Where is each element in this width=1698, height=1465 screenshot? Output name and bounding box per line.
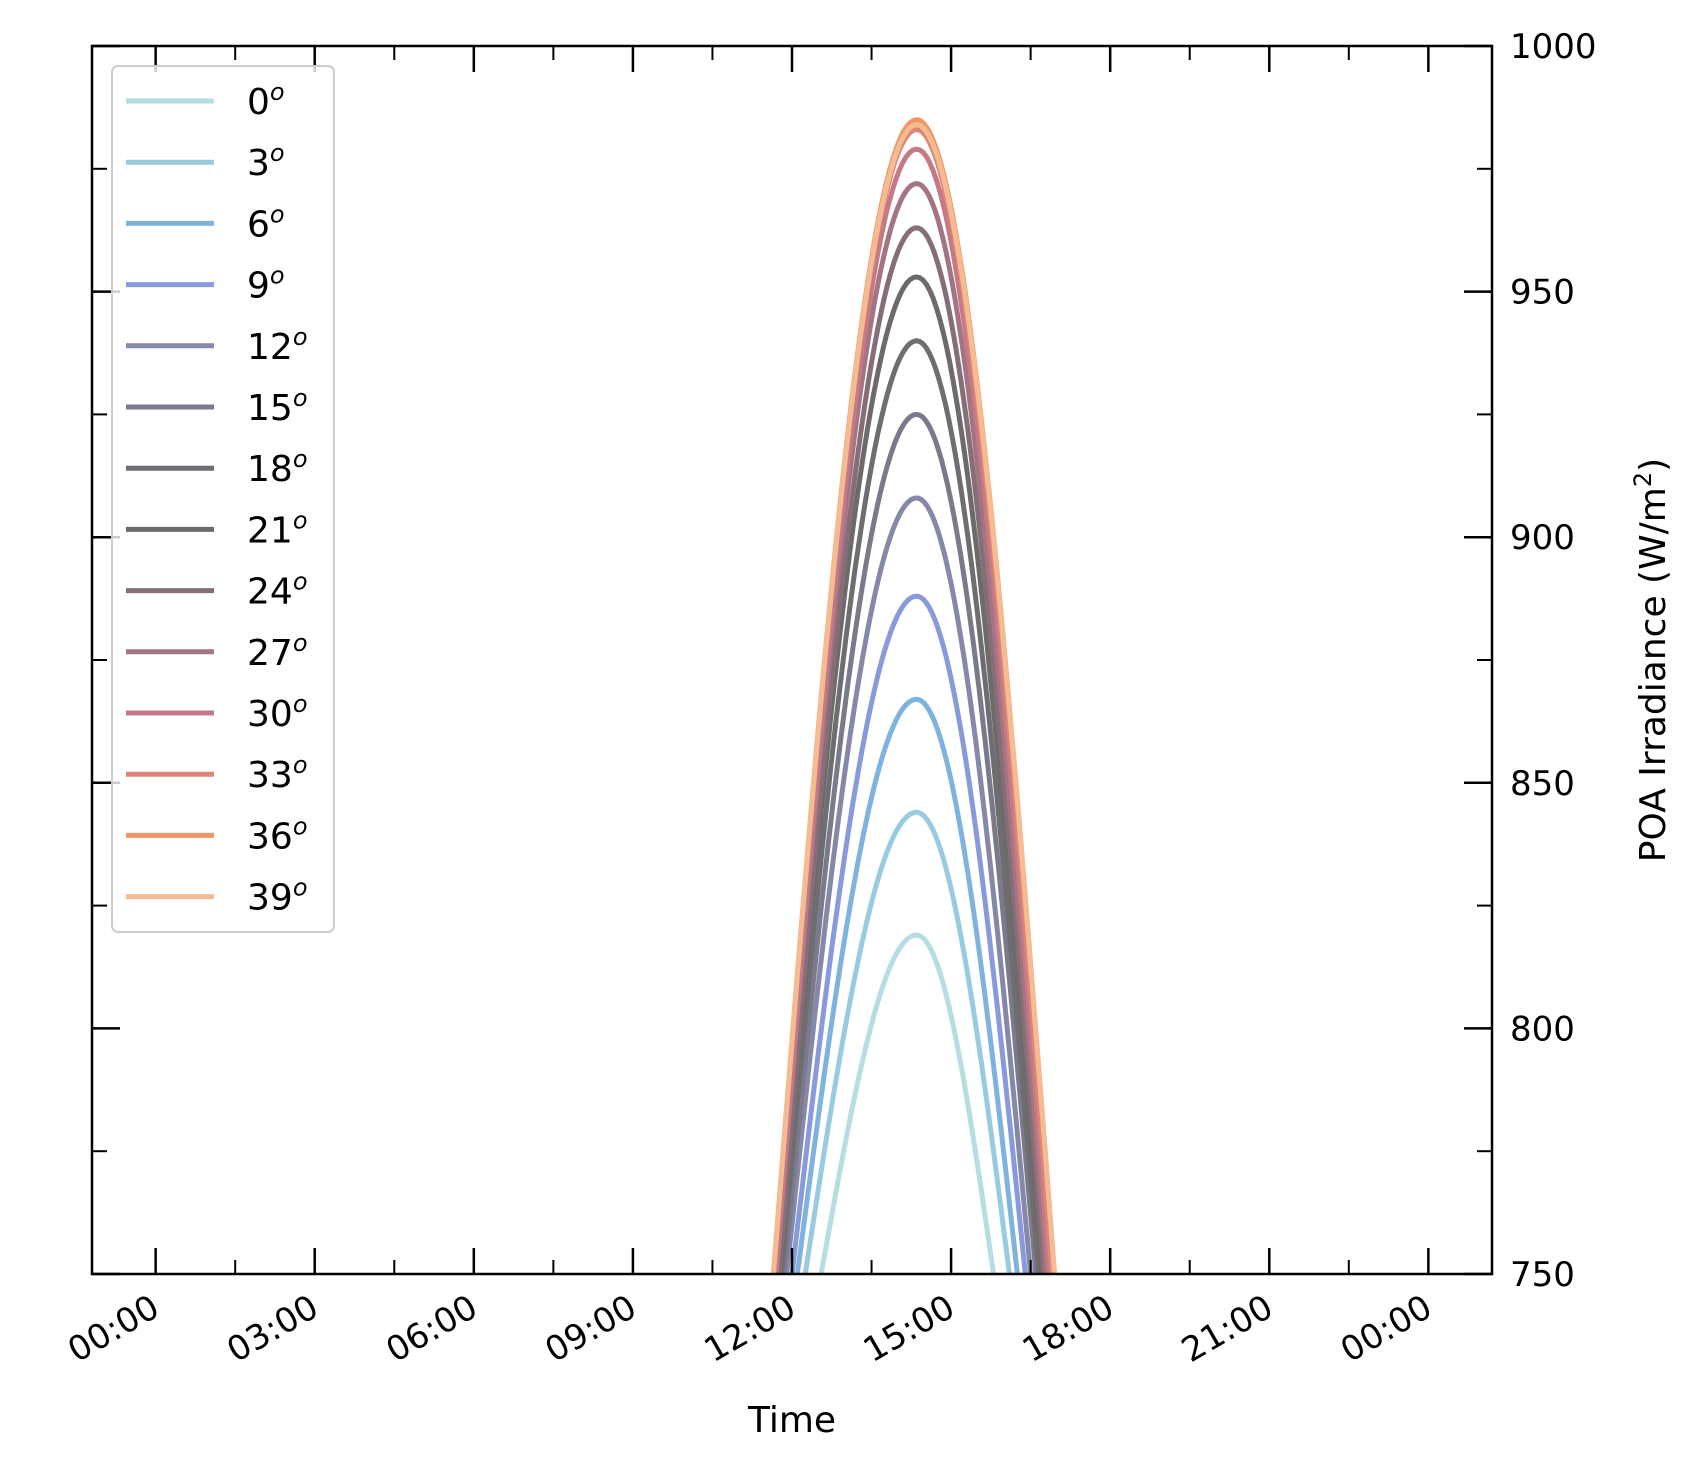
y-axis-title-close: ) (1633, 458, 1674, 472)
legend-degree-superscript: o (293, 690, 308, 718)
legend-degree-superscript: o (293, 812, 308, 840)
series-line-30-deg (773, 146, 1052, 1274)
y-tick-label: 750 (1510, 1255, 1575, 1295)
series-line-0-deg (818, 932, 996, 1274)
y-tick-label: 900 (1510, 518, 1575, 558)
legend-degree-superscript: o (293, 506, 308, 534)
legend-degree-superscript: o (270, 262, 285, 290)
y-tick-label: 850 (1510, 764, 1575, 804)
series-layer (770, 117, 1057, 1274)
series-line-6-deg (794, 696, 1020, 1274)
y-tick-label: 950 (1510, 273, 1575, 313)
legend-label: 3o (247, 139, 285, 184)
legend-degree-superscript: o (293, 874, 308, 902)
series-line-9-deg (789, 593, 1028, 1274)
y-axis-title: POA Irradiance (W/m2) (1629, 458, 1674, 862)
legend-label: 21o (247, 506, 308, 551)
series-line-3-deg (802, 809, 1012, 1274)
legend-degree-superscript: o (293, 568, 308, 596)
legend-degree-superscript: o (293, 384, 308, 412)
legend-degree-superscript: o (293, 751, 308, 779)
y-tick-label: 800 (1510, 1009, 1575, 1049)
x-axis-title: Time (747, 1400, 836, 1441)
legend-degree-superscript: o (270, 200, 285, 228)
legend-degree-superscript: o (270, 78, 285, 106)
series-line-15-deg (781, 411, 1039, 1274)
legend-label: 18o (247, 445, 308, 490)
legend-degree-superscript: o (293, 323, 308, 351)
series-line-24-deg (776, 225, 1047, 1274)
y-axis-title-sup: 2 (1629, 472, 1657, 487)
legend-degree-superscript: o (293, 445, 308, 473)
legend-box (111, 65, 335, 933)
series-line-39-deg (770, 122, 1057, 1274)
legend-degree-superscript: o (293, 629, 308, 657)
series-line-18-deg (778, 338, 1042, 1274)
legend-degree-superscript: o (270, 139, 285, 167)
y-tick-label: 1000 (1510, 27, 1597, 67)
series-line-12-deg (784, 495, 1034, 1274)
y-axis-title-main: POA Irradiance (W/m (1633, 487, 1674, 862)
